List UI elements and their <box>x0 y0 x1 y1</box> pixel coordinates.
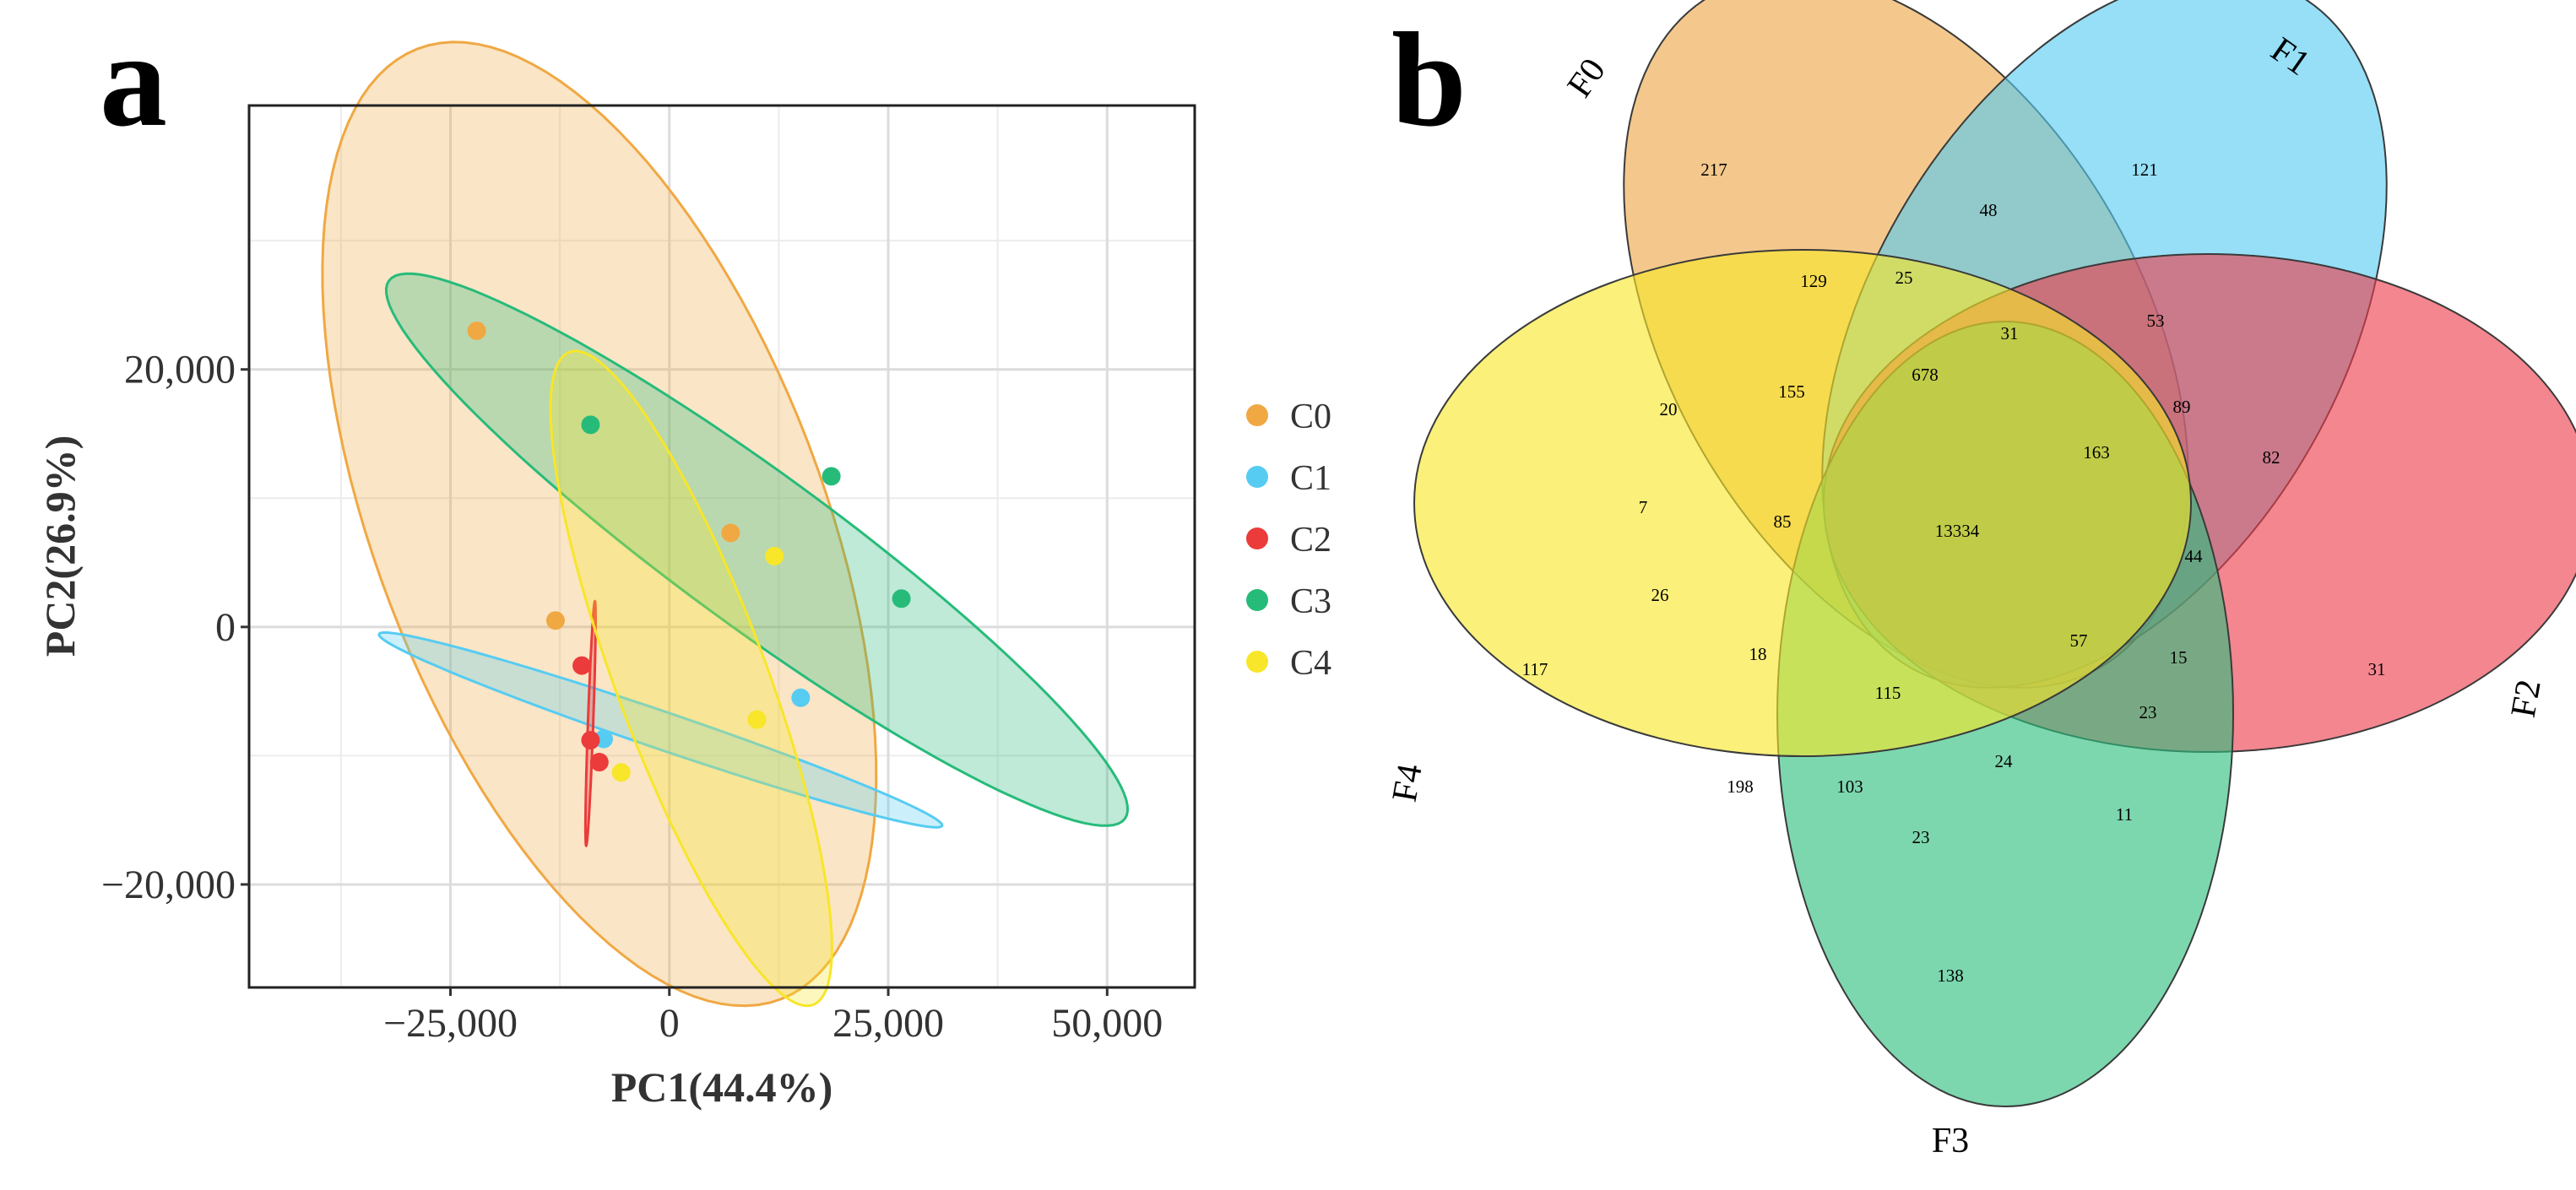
point-c4 <box>765 546 784 565</box>
point-c0 <box>467 321 486 340</box>
venn-region-count: 155 <box>1778 381 1805 402</box>
venn-region-count: 121 <box>2131 160 2158 180</box>
venn-region-count: 7 <box>1639 497 1648 517</box>
panel-a-letter: a <box>100 4 167 154</box>
venn-region-count: 11 <box>2116 804 2133 825</box>
ellipse-c3 <box>384 272 1130 827</box>
x-tick-label: −25,000 <box>383 1001 518 1046</box>
venn-region-count: 115 <box>1875 683 1901 703</box>
venn-region-count: 44 <box>2185 546 2204 566</box>
venn-region-count: 89 <box>2173 397 2191 417</box>
point-c4 <box>747 710 767 729</box>
venn-region-count: 129 <box>1800 271 1827 291</box>
x-tick-label: 25,000 <box>832 1001 944 1046</box>
grid <box>249 105 1195 987</box>
legend-swatch-c0 <box>1246 404 1268 426</box>
point-c3 <box>892 589 911 609</box>
data-points <box>467 321 911 782</box>
point-c2 <box>581 731 600 750</box>
x-axis-title: PC1(44.4%) <box>611 1063 832 1111</box>
venn-set-label-f2: F2 <box>2504 677 2549 721</box>
ellipse-c2 <box>583 599 597 848</box>
venn-region-count: 678 <box>1912 365 1939 385</box>
legend-swatch-c1 <box>1246 466 1268 488</box>
venn-set-label-f4: F4 <box>1386 761 1430 805</box>
venn-region-count: 24 <box>1995 751 2014 771</box>
plot-area <box>249 105 1195 987</box>
y-tick-label: 0 <box>215 605 236 650</box>
venn-region-count: 18 <box>1749 644 1767 664</box>
venn-region-count: 103 <box>1836 776 1863 797</box>
venn-region-count: 85 <box>1774 511 1792 532</box>
venn-set-label-f3: F3 <box>1932 1122 1969 1160</box>
confidence-ellipses <box>321 41 1130 1008</box>
y-tick-label: 20,000 <box>124 348 236 392</box>
venn-region-count: 53 <box>2147 311 2165 331</box>
venn-region-count: 31 <box>2368 659 2386 679</box>
venn-region-count: 198 <box>1727 776 1754 797</box>
point-c2 <box>589 753 609 772</box>
venn-region-count: 25 <box>1895 268 1913 288</box>
panel-b-letter: b <box>1391 4 1467 154</box>
point-c1 <box>791 688 811 707</box>
axis-ticks: −25,000 0 25,000 50,000 −20,000 0 20,000 <box>101 348 1163 1046</box>
point-c0 <box>721 523 740 543</box>
pca-scatter-panel: a −25,000 0 25,000 50,000 −20,000 0 20,000 PC1… <box>36 4 1331 1111</box>
legend-label-c0: C0 <box>1290 398 1331 436</box>
venn-region-count: 15 <box>2170 647 2188 668</box>
venn-region-count: 48 <box>1980 200 1998 220</box>
venn-region-count: 13334 <box>1935 521 1980 541</box>
point-c0 <box>545 611 565 630</box>
venn-region-count: 26 <box>1651 585 1669 605</box>
legend-label-c2: C2 <box>1290 521 1331 560</box>
venn-region-count: 31 <box>2001 323 2019 343</box>
legend-swatch-c4 <box>1246 651 1268 673</box>
point-c2 <box>572 656 592 675</box>
venn-sets <box>1413 0 2576 1107</box>
point-c3 <box>581 415 600 435</box>
plot-border <box>247 104 1196 989</box>
legend-label-c4: C4 <box>1290 644 1331 683</box>
point-c3 <box>822 467 841 486</box>
legend-label-c1: C1 <box>1290 459 1331 498</box>
ellipse-c4 <box>549 349 833 1008</box>
point-c4 <box>611 763 631 782</box>
y-tick-label: −20,000 <box>101 863 236 907</box>
y-axis-title: PC2(26.9%) <box>36 435 84 657</box>
venn-region-count: 57 <box>2070 630 2088 651</box>
venn-region-count: 20 <box>1660 399 1678 419</box>
legend-swatch-c3 <box>1246 589 1268 611</box>
legend: C0 C1 C2 C3 C4 <box>1246 398 1331 683</box>
venn-region-count: 217 <box>1700 160 1727 180</box>
venn-set-label-f0: F0 <box>1560 51 1613 105</box>
legend-swatch-c2 <box>1246 527 1268 549</box>
x-tick-label: 0 <box>659 1001 680 1046</box>
venn-region-count: 23 <box>1912 827 1930 847</box>
legend-label-c3: C3 <box>1290 582 1331 621</box>
x-tick-label: 50,000 <box>1051 1001 1163 1046</box>
venn-region-count: 23 <box>2139 702 2157 722</box>
venn-region-count: 82 <box>2263 447 2280 468</box>
ellipse-c1 <box>377 631 944 829</box>
venn-region-count: 163 <box>2083 442 2110 462</box>
venn-region-count: 138 <box>1937 966 1964 986</box>
venn-set-f4 <box>1413 249 2192 757</box>
venn-region-count: 117 <box>1522 659 1548 679</box>
